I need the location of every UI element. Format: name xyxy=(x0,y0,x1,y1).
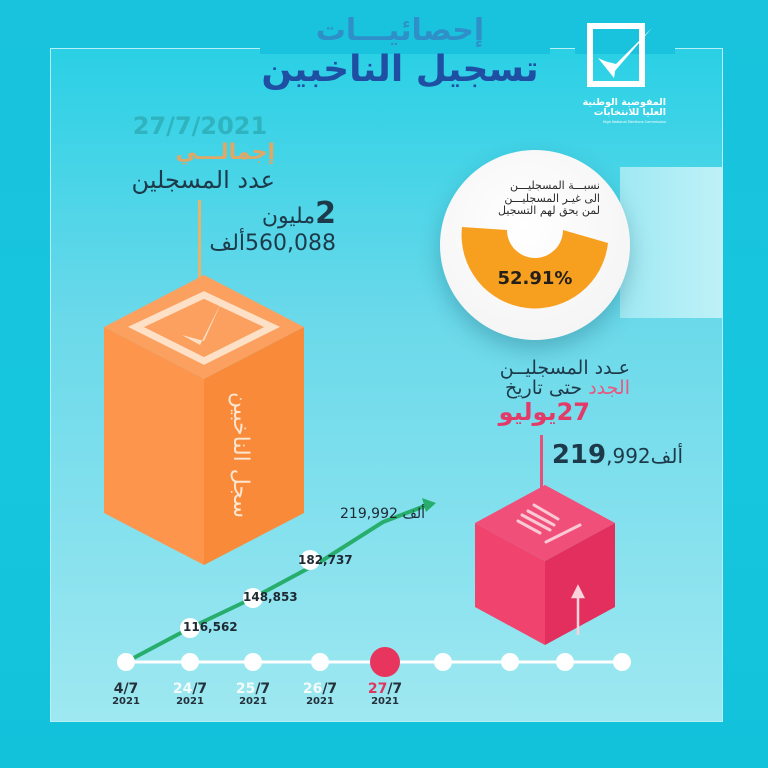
new-label-until: حتى تاريخ xyxy=(505,377,583,399)
total-thousand-unit: ألف xyxy=(209,231,246,256)
new-date: 27يوليو xyxy=(480,398,590,426)
logo-text: المفوضية الوطنية العليا للانتخابات xyxy=(580,98,666,118)
ratio-value: 52.91% xyxy=(497,268,573,289)
timeline-dots xyxy=(117,653,631,671)
frame-gap-title xyxy=(260,40,550,54)
point-label-4: 219,992 ألف xyxy=(340,506,425,522)
ballot-check-icon xyxy=(127,291,281,365)
new-value-unit: ألف xyxy=(650,444,683,468)
new-date-day: 27 xyxy=(556,398,590,426)
trend-line xyxy=(125,502,431,664)
timeline-label-4: 26/7 2021 xyxy=(302,681,338,707)
total-label: عدد المسجلين xyxy=(131,166,275,194)
total-million-unit: مليون xyxy=(261,204,316,229)
new-label-line1: عـدد المسجليــن xyxy=(499,357,630,379)
frame-gap-logo xyxy=(575,44,675,54)
timeline-label-1: 4/7 2021 xyxy=(112,681,140,707)
point-label-1: 116,562 xyxy=(183,620,238,634)
cube-pink xyxy=(475,485,615,645)
new-label-new: الجدد xyxy=(588,377,630,399)
total-million-number: 2 xyxy=(315,196,336,231)
pink-connector-line xyxy=(540,435,543,515)
total-thousand-number: 560,088 xyxy=(245,231,336,256)
ratio-caption-line3: لمن يحق لهم التسجيل xyxy=(498,204,600,217)
total-word: إجمالـــي xyxy=(175,140,275,165)
arrow-up-icon xyxy=(570,584,586,635)
timeline-label-3: 25/7 2021 xyxy=(235,681,271,707)
orange-connector-line xyxy=(198,200,201,280)
ballot-box-orange xyxy=(104,275,304,565)
point-label-2: 148,853 xyxy=(243,590,298,604)
total-date: 27/7/2021 xyxy=(132,112,268,140)
ratio-caption: نسبـــة المسجليـــن الى غيـر المسجليـــن… xyxy=(470,179,600,218)
new-date-month: يوليو xyxy=(498,398,557,426)
trend-arrow-icon xyxy=(422,498,436,512)
new-value: ألف 219,992 xyxy=(548,440,683,471)
total-sub-value: 560,088ألف xyxy=(206,230,336,258)
bar-chart-icon xyxy=(516,503,582,544)
point-markers xyxy=(180,550,320,638)
timeline-dot-current xyxy=(370,647,400,677)
total-main-value: 2مليون xyxy=(206,199,336,231)
logo-text-en: High National Elections Commission xyxy=(602,120,666,124)
timeline-label-5: 27/7 2021 xyxy=(367,681,403,707)
new-label-line2: الجدد حتى تاريخ xyxy=(480,378,630,398)
new-value-bold: 219 xyxy=(551,440,607,470)
title-voter-registration: تسجيل الناخبين xyxy=(261,49,539,90)
ratio-caption-line1: نسبـــة المسجليـــن xyxy=(510,179,600,192)
checkbox-check-icon xyxy=(587,23,652,87)
point-label-3: 182,737 xyxy=(298,553,353,567)
ratio-half-donut xyxy=(461,227,608,309)
timeline-label-2: 24/7 2021 xyxy=(172,681,208,707)
box-label: سجل الناخبين xyxy=(228,391,253,519)
logo-text-line2: العليا للانتخابات xyxy=(593,107,666,118)
new-value-rest: ,992 xyxy=(606,444,651,468)
ratio-caption-line2: الى غيـر المسجليـــن xyxy=(504,191,600,205)
logo-text-line1: المفوضية الوطنية xyxy=(582,97,666,108)
ratio-panel xyxy=(620,167,723,318)
title-statistics: إحصائيـــات xyxy=(315,13,485,48)
